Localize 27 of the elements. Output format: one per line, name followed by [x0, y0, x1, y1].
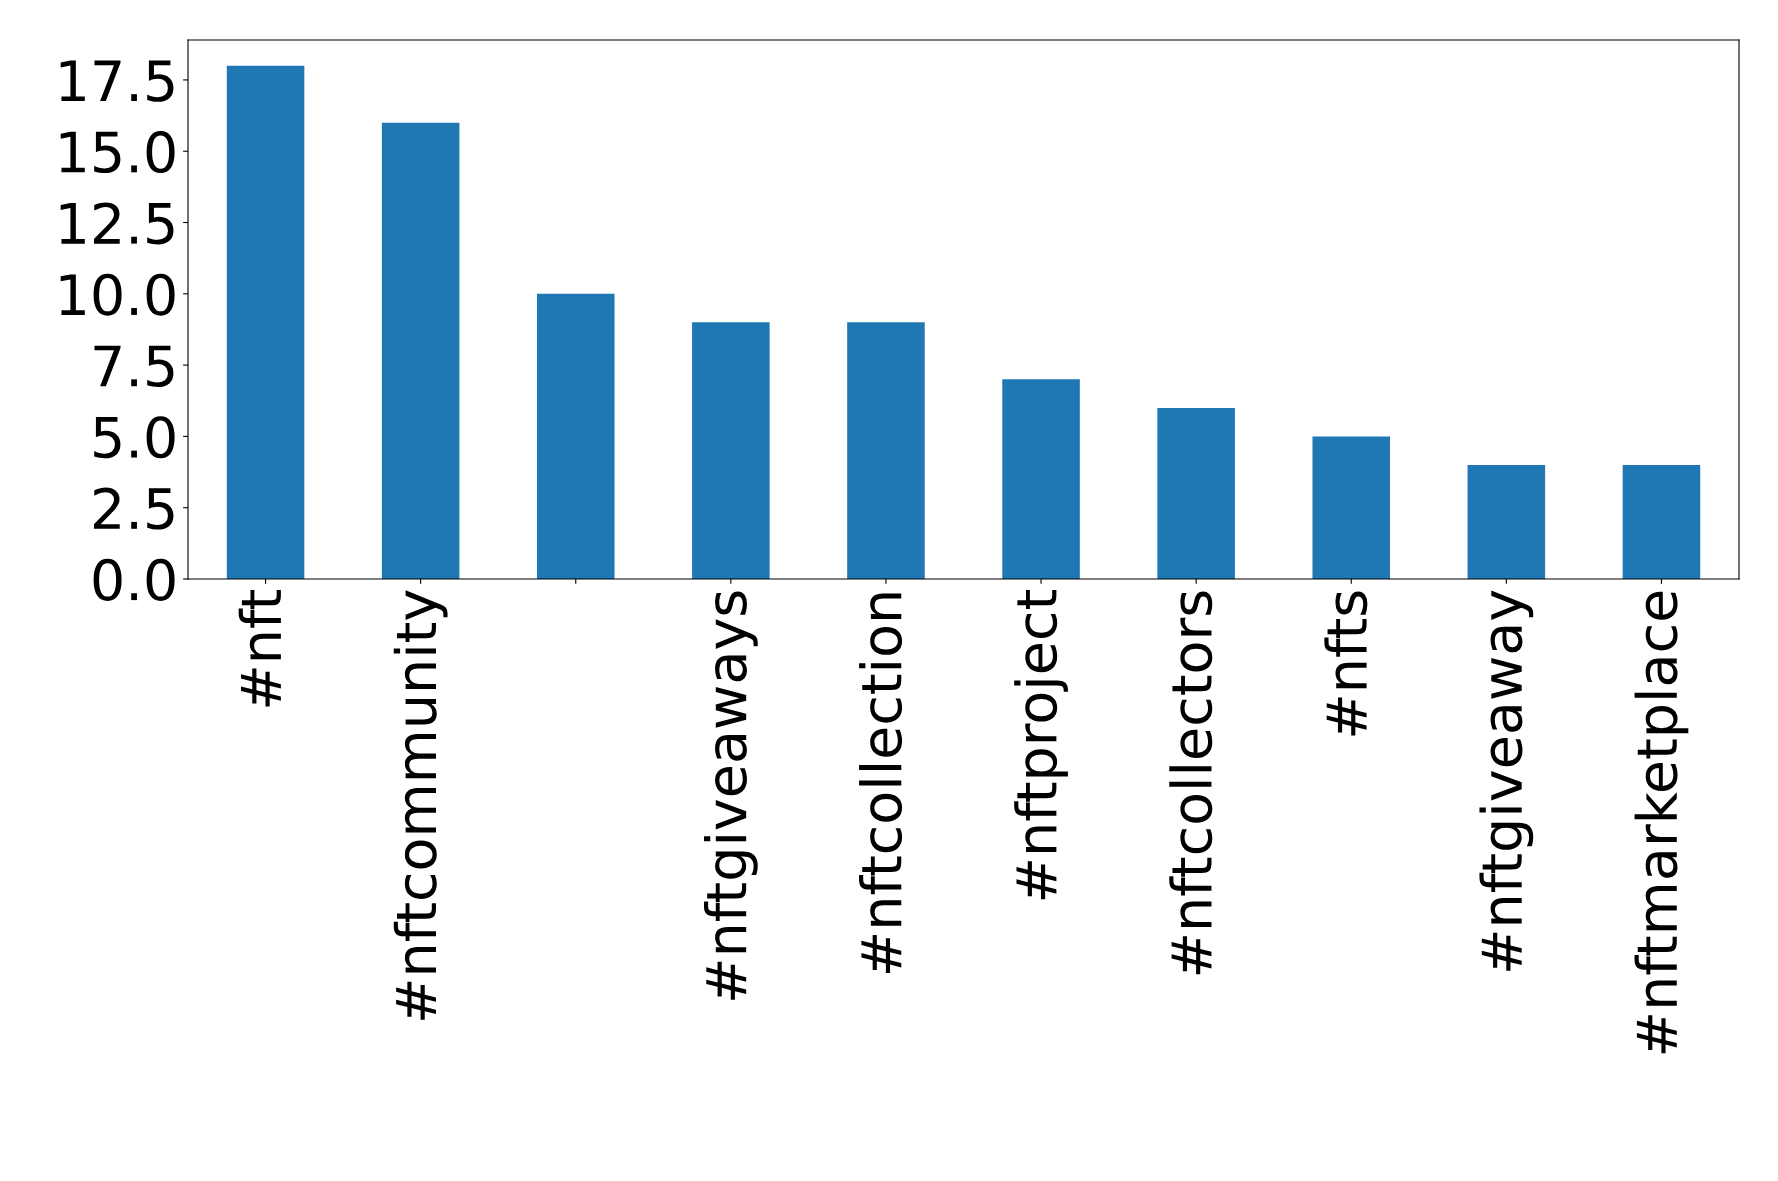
x-tick-label: #nftcollection: [859, 593, 903, 974]
x-tick-label: #nftcommunity: [393, 590, 448, 1020]
x-tick-label: #nft: [238, 590, 281, 707]
x-tick-label: #nftmarketplace: [1634, 591, 1689, 1054]
y-tick-label: 0.0: [93, 558, 175, 601]
y-tick-label: 10.0: [60, 273, 175, 316]
y-tick-label: 7.5: [94, 345, 174, 388]
x-tick-label: #nftcollectors: [1169, 591, 1213, 975]
bar: [1157, 407, 1235, 579]
bar: [1622, 464, 1701, 579]
bar: [847, 322, 925, 579]
x-tick-label: #nftproject: [1014, 590, 1068, 900]
x-tick-label: #nfts: [1324, 591, 1368, 736]
bar: [1467, 464, 1546, 579]
bar: [226, 65, 305, 579]
bar: [692, 322, 770, 579]
y-tick-label: 5.0: [94, 416, 175, 459]
x-tick-label: #nftgiveaways: [703, 591, 758, 1000]
bar: [381, 122, 460, 579]
y-tick-label: 15.0: [60, 131, 175, 174]
bar: [1312, 436, 1391, 579]
bar: [1002, 379, 1080, 579]
y-tick-label: 12.5: [60, 202, 174, 245]
y-tick-label: 2.5: [94, 487, 174, 530]
x-tick-label: #nftgiveaway: [1479, 590, 1534, 971]
bar: [536, 293, 615, 579]
y-tick-label: 17.5: [60, 60, 174, 102]
